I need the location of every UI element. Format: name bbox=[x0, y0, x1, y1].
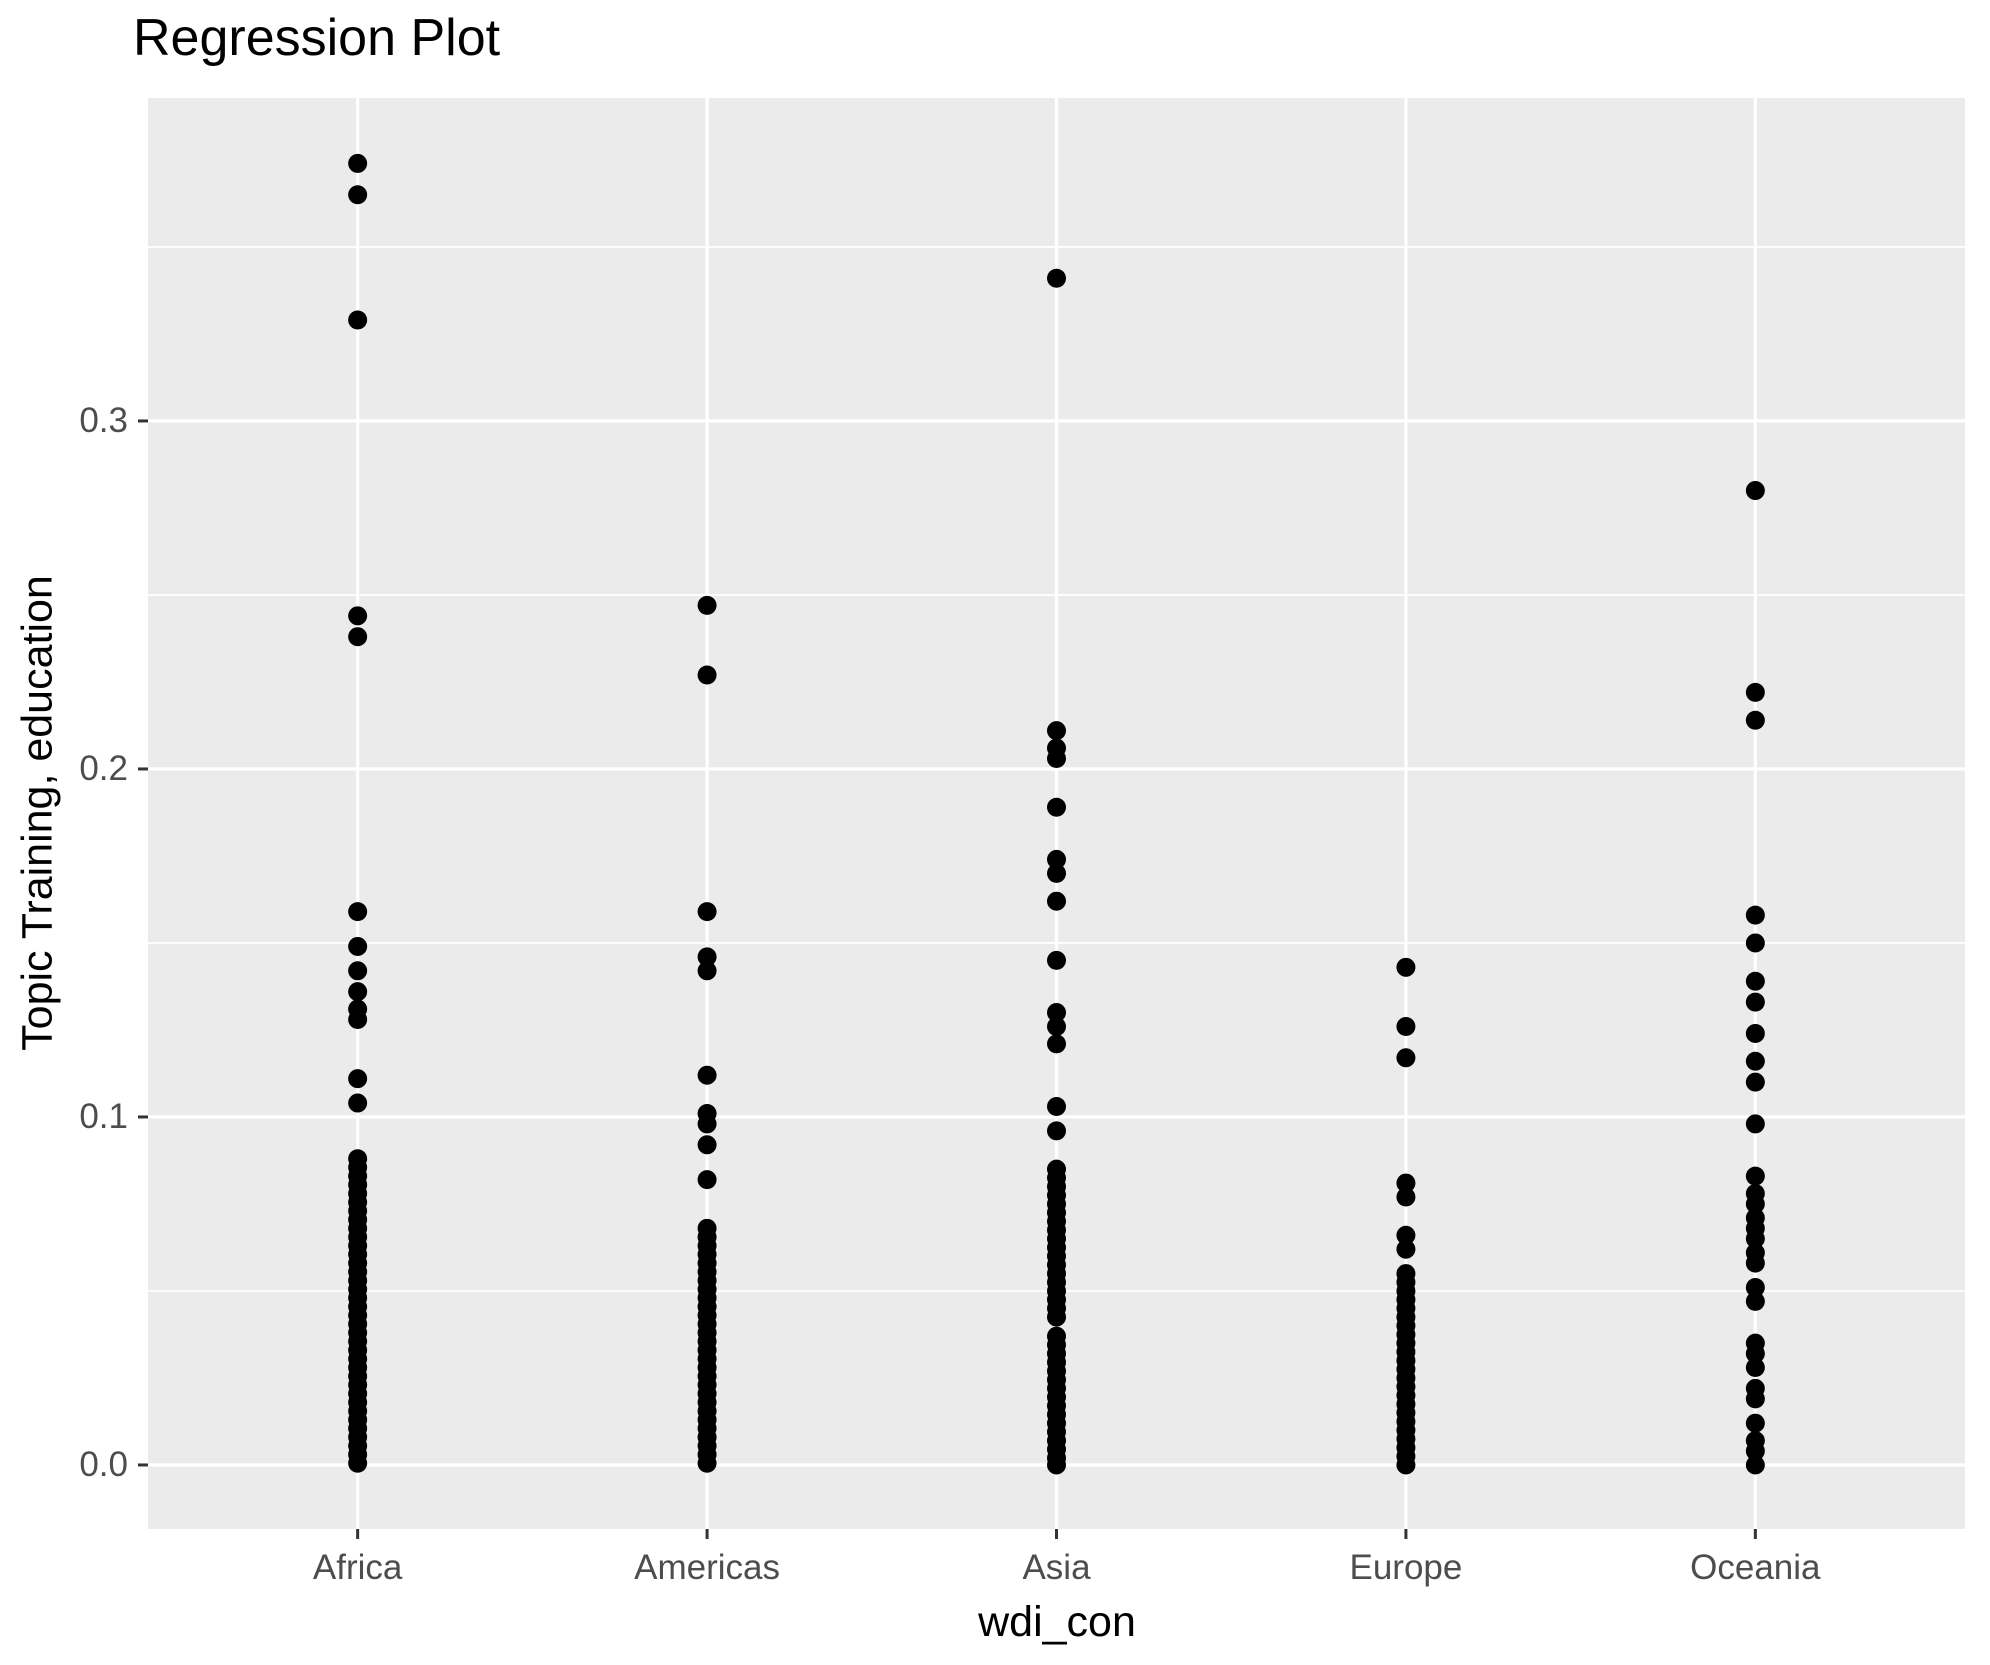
y-tick-label: 0.2 bbox=[79, 748, 128, 788]
x-tick-label-europe: Europe bbox=[1349, 1548, 1463, 1587]
data-point bbox=[348, 902, 368, 922]
data-point bbox=[1745, 1114, 1765, 1134]
data-point bbox=[697, 902, 717, 922]
data-point bbox=[1047, 749, 1066, 769]
data-point bbox=[1396, 957, 1416, 977]
data-point bbox=[1396, 1016, 1416, 1036]
data-point bbox=[1745, 1413, 1765, 1433]
data-point bbox=[1745, 710, 1765, 730]
data-point bbox=[1396, 1173, 1416, 1193]
data-point bbox=[1745, 933, 1765, 953]
y-tick-label: 0.3 bbox=[79, 400, 128, 440]
data-point bbox=[1745, 1023, 1765, 1043]
x-tick-label-africa: Africa bbox=[312, 1548, 403, 1587]
data-point bbox=[348, 1453, 368, 1473]
data-point bbox=[697, 595, 717, 615]
y-axis-title: Topic Training, education bbox=[13, 575, 62, 1051]
x-tick-label-americas: Americas bbox=[634, 1548, 780, 1587]
data-point bbox=[348, 982, 368, 1002]
data-point bbox=[348, 936, 368, 956]
data-point bbox=[1047, 268, 1066, 288]
data-point bbox=[697, 961, 717, 981]
data-point bbox=[1396, 1455, 1416, 1475]
data-point bbox=[1047, 1307, 1066, 1327]
data-point bbox=[1745, 1389, 1765, 1409]
x-tick-label-asia: Asia bbox=[1022, 1548, 1091, 1587]
data-point bbox=[1745, 481, 1765, 501]
data-point bbox=[1745, 971, 1765, 991]
plot-title: Regression Plot bbox=[133, 9, 501, 67]
data-point bbox=[1396, 1048, 1416, 1068]
data-point bbox=[1396, 1187, 1416, 1207]
data-point bbox=[1745, 1166, 1765, 1186]
data-point bbox=[1047, 721, 1066, 741]
data-point bbox=[1047, 1003, 1066, 1023]
data-point bbox=[1745, 1455, 1765, 1475]
data-point bbox=[1396, 1239, 1416, 1259]
data-point bbox=[1745, 682, 1765, 702]
data-point bbox=[1047, 849, 1066, 869]
data-point bbox=[348, 153, 368, 173]
data-point bbox=[697, 1114, 717, 1134]
data-point bbox=[1745, 1344, 1765, 1364]
data-point bbox=[697, 947, 717, 967]
data-point bbox=[1047, 797, 1066, 817]
data-point bbox=[1047, 1097, 1066, 1117]
x-tick-label-oceania: Oceania bbox=[1690, 1548, 1821, 1587]
data-point bbox=[1745, 1441, 1765, 1461]
data-point bbox=[697, 1065, 717, 1085]
data-point bbox=[348, 310, 368, 330]
data-point bbox=[1047, 1016, 1066, 1036]
data-point bbox=[1047, 950, 1066, 970]
data-point bbox=[1745, 1194, 1765, 1214]
data-point bbox=[1745, 1358, 1765, 1378]
data-point bbox=[348, 1010, 368, 1030]
data-point bbox=[1745, 1253, 1765, 1273]
y-tick-label: 0.1 bbox=[79, 1096, 128, 1136]
data-point bbox=[1745, 1229, 1765, 1249]
data-point bbox=[697, 665, 717, 685]
data-point bbox=[1047, 891, 1066, 911]
data-point bbox=[348, 185, 368, 205]
y-tick-label: 0.0 bbox=[79, 1444, 128, 1484]
data-point bbox=[697, 1135, 717, 1155]
data-point bbox=[1745, 1072, 1765, 1092]
data-point bbox=[1745, 1291, 1765, 1311]
data-point bbox=[348, 627, 368, 647]
data-point bbox=[1047, 1455, 1066, 1475]
data-point bbox=[348, 606, 368, 626]
data-point bbox=[1745, 992, 1765, 1012]
data-point bbox=[1745, 905, 1765, 925]
data-point bbox=[1745, 1051, 1765, 1071]
x-axis-title: wdi_con bbox=[978, 1598, 1136, 1646]
data-point bbox=[1396, 1225, 1416, 1245]
data-point bbox=[348, 1093, 368, 1113]
data-point bbox=[697, 1170, 717, 1190]
data-point bbox=[1047, 1034, 1066, 1054]
data-point bbox=[348, 1069, 368, 1089]
data-point bbox=[1745, 1277, 1765, 1297]
data-point bbox=[1047, 863, 1066, 883]
data-point bbox=[1047, 1121, 1066, 1141]
data-point bbox=[348, 961, 368, 981]
data-point bbox=[697, 1453, 717, 1473]
